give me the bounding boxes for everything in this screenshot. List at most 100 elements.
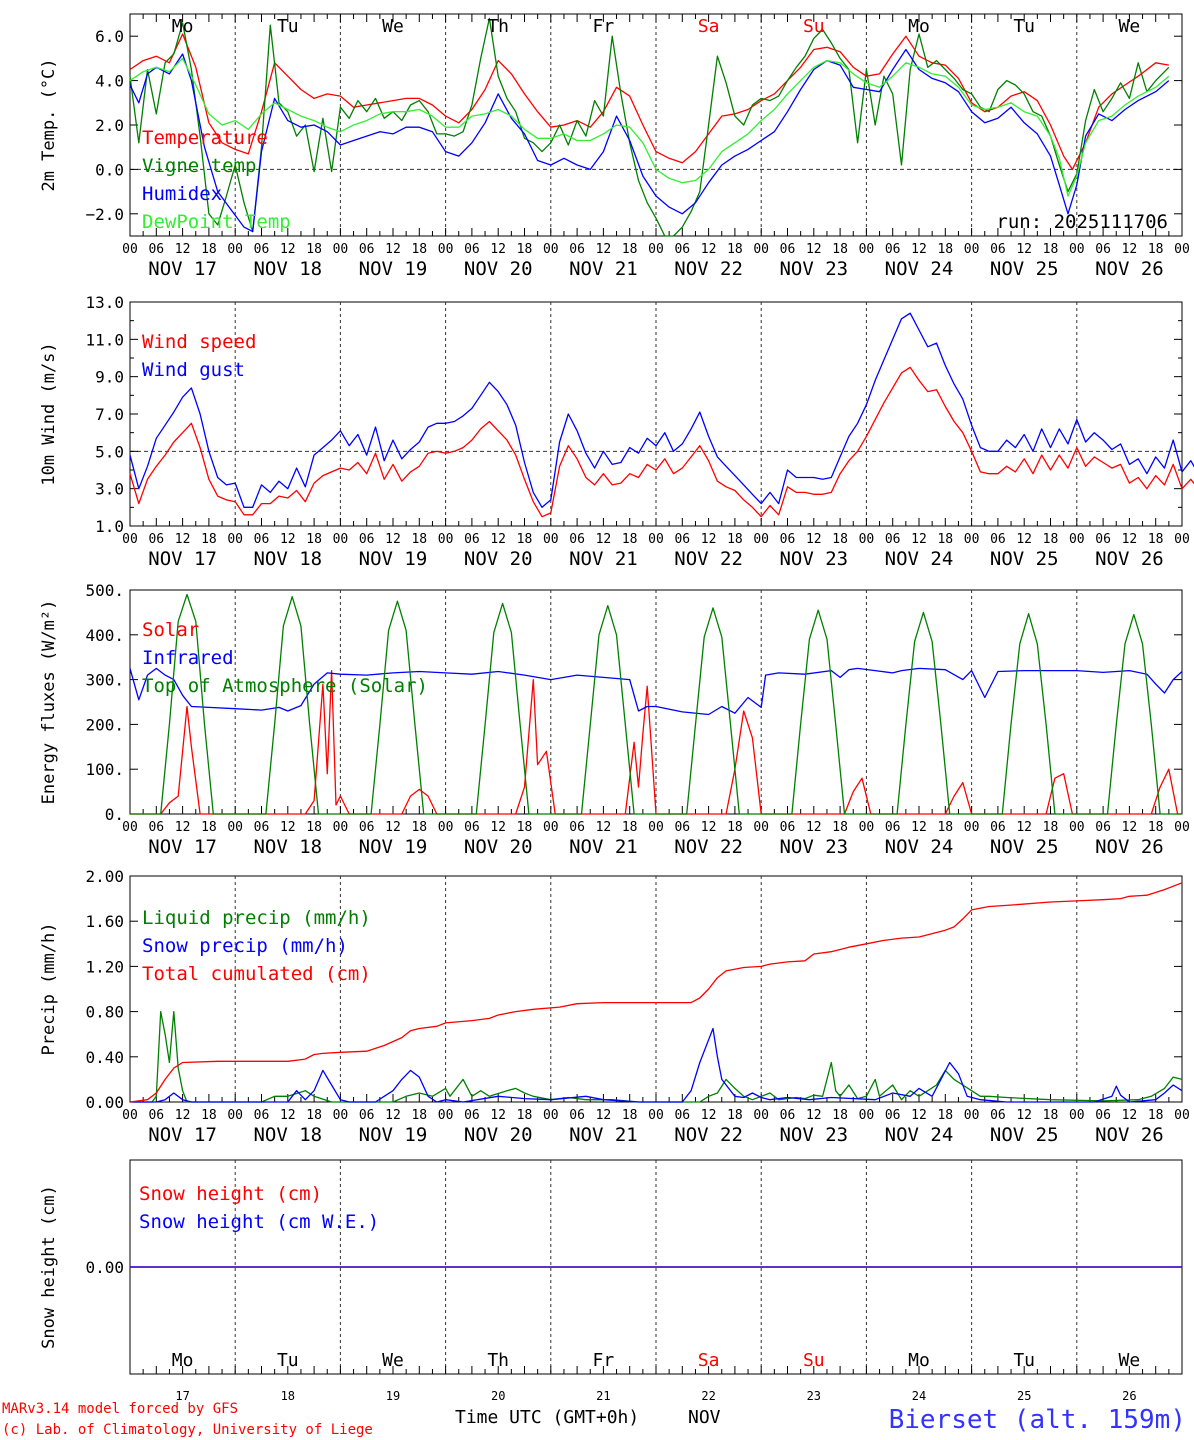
date-label: NOV 22 bbox=[674, 836, 743, 858]
date-label: NOV 24 bbox=[885, 548, 954, 570]
weekday-label: We bbox=[382, 1350, 404, 1371]
hour-tick-label: 18 bbox=[201, 1108, 217, 1123]
day-number-label: 23 bbox=[807, 1389, 821, 1403]
hour-tick-label: 12 bbox=[701, 1108, 717, 1123]
hour-tick-label: 18 bbox=[306, 820, 322, 835]
weekday-label: Mo bbox=[172, 1350, 194, 1371]
y-tick-label: 11.0 bbox=[85, 330, 124, 349]
y-tick-label: 0. bbox=[105, 805, 124, 824]
weekday-label: We bbox=[1119, 16, 1141, 37]
date-label: NOV 19 bbox=[359, 258, 428, 280]
hour-tick-label: 06 bbox=[359, 1108, 375, 1123]
hour-tick-label: 06 bbox=[1095, 532, 1111, 547]
date-label: NOV 17 bbox=[148, 836, 217, 858]
weekday-label: Su bbox=[803, 1350, 825, 1371]
weekday-label: Fr bbox=[593, 16, 615, 37]
y-tick-label: 0.00 bbox=[85, 1093, 124, 1112]
hour-tick-label: 06 bbox=[885, 242, 901, 257]
hour-tick-label: 12 bbox=[175, 242, 191, 257]
month-label: NOV bbox=[688, 1407, 721, 1428]
hour-tick-label: 18 bbox=[1043, 1108, 1059, 1123]
hour-tick-label: 06 bbox=[254, 532, 270, 547]
weekday-label: Tu bbox=[1013, 16, 1035, 37]
hour-tick-label: 18 bbox=[937, 1108, 953, 1123]
hour-tick-label: 12 bbox=[701, 242, 717, 257]
hour-tick-label: 12 bbox=[1122, 1108, 1138, 1123]
hour-tick-label: 00 bbox=[1174, 1108, 1190, 1123]
y-tick-label: −2.0 bbox=[85, 205, 124, 224]
hour-tick-label: 12 bbox=[385, 532, 401, 547]
panel-frame bbox=[129, 301, 1183, 527]
hour-tick-label: 00 bbox=[438, 820, 454, 835]
hour-tick-label: 00 bbox=[753, 242, 769, 257]
series-line-dewpoint-temp bbox=[129, 57, 1170, 197]
weekday-label: Su bbox=[803, 16, 825, 37]
hour-tick-label: 00 bbox=[227, 1108, 243, 1123]
series-line-wind-gust bbox=[129, 312, 1194, 508]
date-label: NOV 21 bbox=[569, 258, 638, 280]
hour-tick-label: 18 bbox=[937, 532, 953, 547]
day-number-label: 21 bbox=[596, 1389, 610, 1403]
date-label: NOV 24 bbox=[885, 258, 954, 280]
series-line-vigne-temp bbox=[129, 17, 1170, 237]
hour-tick-label: 12 bbox=[490, 532, 506, 547]
hour-tick-label: 18 bbox=[832, 242, 848, 257]
hour-tick-label: 18 bbox=[727, 1108, 743, 1123]
hour-tick-label: 00 bbox=[438, 1108, 454, 1123]
hour-tick-label: 12 bbox=[280, 242, 296, 257]
y-tick-label: 0.0 bbox=[95, 160, 124, 179]
hour-tick-label: 06 bbox=[885, 1108, 901, 1123]
hour-tick-label: 00 bbox=[122, 242, 138, 257]
legend-entry: Solar bbox=[142, 619, 199, 641]
hour-tick-label: 00 bbox=[1069, 242, 1085, 257]
hour-tick-label: 18 bbox=[201, 242, 217, 257]
hour-tick-label: 06 bbox=[674, 820, 690, 835]
date-label: NOV 24 bbox=[885, 1124, 954, 1146]
series-line-snow-precip-mm-h- bbox=[130, 1027, 1183, 1103]
hour-tick-label: 12 bbox=[806, 820, 822, 835]
hour-tick-label: 12 bbox=[490, 1108, 506, 1123]
hour-tick-label: 12 bbox=[806, 532, 822, 547]
x-axis-label: Time UTC (GMT+0h) bbox=[455, 1407, 639, 1428]
hour-tick-label: 06 bbox=[569, 532, 585, 547]
hour-tick-label: 18 bbox=[1043, 820, 1059, 835]
date-label: NOV 23 bbox=[779, 1124, 848, 1146]
hour-tick-label: 12 bbox=[1016, 242, 1032, 257]
day-number-label: 26 bbox=[1122, 1389, 1136, 1403]
hour-tick-label: 18 bbox=[306, 1108, 322, 1123]
hour-tick-label: 18 bbox=[517, 820, 533, 835]
hour-tick-label: 12 bbox=[280, 1108, 296, 1123]
date-label: NOV 21 bbox=[569, 836, 638, 858]
hour-tick-label: 12 bbox=[701, 532, 717, 547]
legend-entry: Vigne temp bbox=[142, 155, 256, 177]
date-label: NOV 18 bbox=[253, 548, 322, 570]
hour-tick-label: 18 bbox=[306, 532, 322, 547]
series-line-humidex bbox=[129, 48, 1170, 233]
hour-tick-label: 06 bbox=[569, 242, 585, 257]
day-number-label: 24 bbox=[912, 1389, 926, 1403]
hour-tick-label: 00 bbox=[438, 532, 454, 547]
day-number-label: 22 bbox=[701, 1389, 715, 1403]
date-label: NOV 26 bbox=[1095, 548, 1164, 570]
hour-tick-label: 18 bbox=[1148, 532, 1164, 547]
y-tick-label: 0.80 bbox=[85, 1003, 124, 1022]
hour-tick-label: 06 bbox=[674, 242, 690, 257]
credit-line: MARv3.14 model forced by GFS bbox=[2, 1401, 238, 1417]
panel-frame bbox=[129, 589, 1183, 815]
hour-tick-label: 06 bbox=[464, 532, 480, 547]
date-label: NOV 26 bbox=[1095, 258, 1164, 280]
hour-tick-label: 00 bbox=[1069, 532, 1085, 547]
hour-tick-label: 06 bbox=[148, 242, 164, 257]
weekday-label: We bbox=[1119, 1350, 1141, 1371]
date-label: NOV 21 bbox=[569, 1124, 638, 1146]
hour-tick-label: 06 bbox=[1095, 820, 1111, 835]
weekday-label: Tu bbox=[277, 1350, 299, 1371]
hour-tick-label: 06 bbox=[780, 532, 796, 547]
hour-tick-label: 18 bbox=[517, 1108, 533, 1123]
weekday-label: Sa bbox=[698, 16, 720, 37]
y-axis-label: 10m Wind (m/s) bbox=[39, 342, 59, 485]
y-axis-label: 2m Temp. (°C) bbox=[39, 58, 59, 191]
date-label: NOV 22 bbox=[674, 258, 743, 280]
hour-tick-label: 06 bbox=[148, 820, 164, 835]
hour-tick-label: 06 bbox=[359, 532, 375, 547]
